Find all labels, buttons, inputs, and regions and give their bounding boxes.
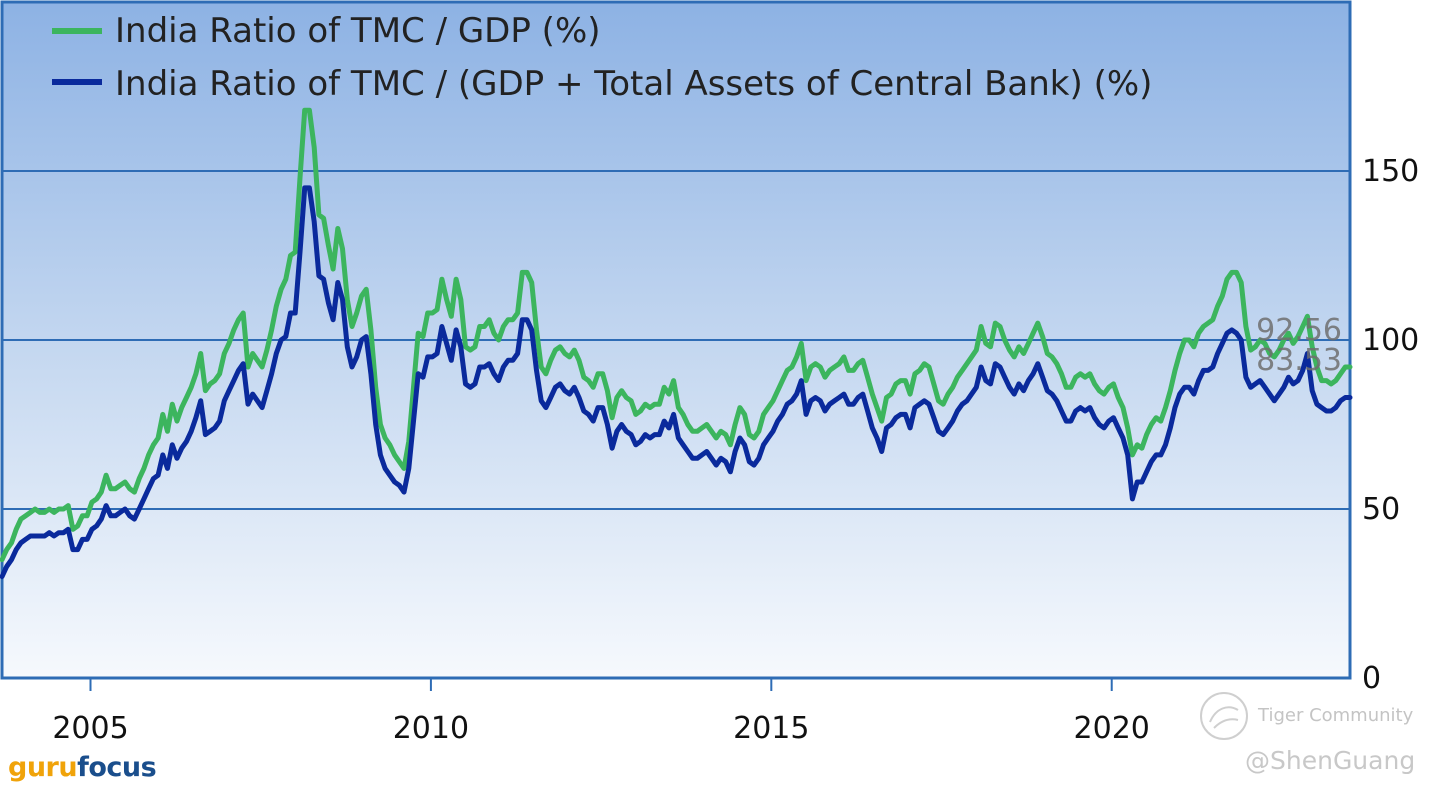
y-tick-label-50: 50 bbox=[1362, 492, 1400, 527]
end-value-label-tmc-gdp-assets: 83.53 bbox=[1256, 343, 1342, 378]
x-tick-label-2020: 2020 bbox=[1074, 711, 1150, 746]
end-value-label-tmc-gdp: 92.56 bbox=[1256, 313, 1342, 348]
legend-label-tmc-gdp-assets: India Ratio of TMC / (GDP + Total Assets… bbox=[115, 64, 1152, 104]
gurufocus-logo: gurufocus bbox=[8, 752, 157, 783]
y-tick-label-100: 100 bbox=[1362, 323, 1419, 358]
legend-label-tmc-gdp: India Ratio of TMC / GDP (%) bbox=[115, 11, 601, 51]
x-tick-label-2005: 2005 bbox=[52, 711, 128, 746]
logo-part-focus: focus bbox=[77, 752, 157, 783]
legend: India Ratio of TMC / GDP (%) India Ratio… bbox=[52, 11, 1152, 104]
x-tick-label-2015: 2015 bbox=[733, 711, 809, 746]
series-lines bbox=[0, 107, 1353, 580]
tiger-community-icon bbox=[1200, 692, 1248, 740]
watermark-brand: Tiger Community bbox=[1258, 705, 1414, 726]
watermark-user: @ShenGuang bbox=[1245, 746, 1416, 775]
series-line-tmc-gdp bbox=[0, 107, 1353, 563]
logo-part-guru: guru bbox=[8, 752, 78, 783]
y-tick-label-150: 150 bbox=[1362, 154, 1419, 189]
x-axis: 2005 2010 2015 2020 bbox=[52, 678, 1150, 746]
series-line-tmc-gdp-assets bbox=[0, 185, 1353, 580]
grid-lines bbox=[2, 170, 1350, 510]
y-tick-label-0: 0 bbox=[1362, 661, 1381, 696]
y-axis: 0 50 100 150 bbox=[1362, 154, 1419, 696]
x-tick-label-2010: 2010 bbox=[393, 711, 469, 746]
